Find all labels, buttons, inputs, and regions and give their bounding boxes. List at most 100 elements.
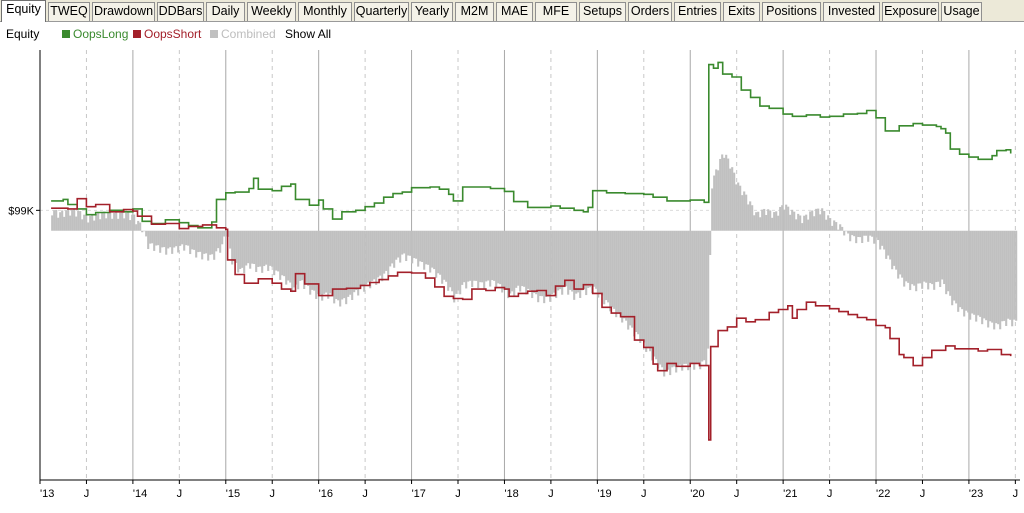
combined-bar	[589, 230, 592, 288]
tab-orders[interactable]: Orders	[628, 2, 672, 21]
combined-bar	[727, 158, 730, 231]
combined-bar	[221, 230, 224, 245]
legend-item-combined[interactable]: Combined	[210, 27, 276, 41]
combined-bar	[67, 208, 70, 231]
combined-bar	[123, 218, 126, 231]
combined-bar	[265, 230, 268, 265]
combined-bar	[229, 230, 232, 249]
combined-bar	[981, 230, 984, 325]
combined-bar	[905, 230, 908, 282]
combined-bar	[225, 230, 228, 237]
combined-bar	[761, 209, 764, 231]
tab-equity[interactable]: Equity	[1, 0, 46, 22]
tab-daily[interactable]: Daily	[206, 2, 245, 21]
tab-usage[interactable]: Usage	[941, 2, 982, 21]
combined-bar	[65, 210, 68, 231]
show-all-button[interactable]: Show All	[285, 27, 332, 41]
combined-bar	[795, 219, 798, 231]
combined-bar	[939, 230, 942, 288]
combined-bar	[143, 230, 146, 232]
combined-bar	[173, 230, 176, 248]
combined-bar	[937, 230, 940, 282]
combined-bar	[333, 230, 336, 304]
combined-bar	[283, 230, 286, 277]
tab-setups[interactable]: Setups	[579, 2, 626, 21]
combined-bar	[365, 230, 368, 285]
legend-item-oopslong[interactable]: OopsLong	[62, 27, 128, 41]
combined-bar	[159, 230, 162, 253]
combined-bar	[517, 230, 520, 286]
combined-bar	[307, 230, 310, 286]
combined-bar	[533, 230, 536, 294]
combined-bar	[695, 230, 698, 363]
combined-bar	[459, 230, 462, 295]
combined-bar	[523, 230, 526, 287]
tab-mfe[interactable]: MFE	[535, 2, 577, 21]
combined-bar	[901, 230, 904, 278]
x-tick-label: '18	[504, 488, 518, 500]
tab-exits[interactable]: Exits	[723, 2, 760, 21]
combined-bar	[541, 230, 544, 297]
legend-item-oopsshort[interactable]: OopsShort	[133, 27, 201, 41]
combined-bar	[891, 230, 894, 270]
combined-bar	[385, 230, 388, 271]
tab-weekly[interactable]: Weekly	[247, 2, 296, 21]
combined-bar	[989, 230, 992, 322]
combined-bar	[479, 230, 482, 283]
x-tick-label: '16	[319, 488, 333, 500]
combined-bar	[865, 230, 868, 236]
combined-bar	[839, 224, 842, 231]
combined-bar	[477, 230, 480, 289]
tab-mae[interactable]: MAE	[496, 2, 533, 21]
tab-ddbars[interactable]: DDBars	[157, 2, 204, 21]
combined-bar	[913, 230, 916, 286]
combined-bar	[765, 214, 768, 231]
combined-bar	[61, 210, 64, 231]
tab-positions[interactable]: Positions	[762, 2, 821, 21]
tab-quarterly[interactable]: Quarterly	[354, 2, 409, 21]
combined-bar	[271, 230, 274, 267]
combined-bar	[407, 230, 410, 256]
tab-exposure[interactable]: Exposure	[882, 2, 939, 21]
combined-bar	[711, 188, 714, 231]
combined-bar	[57, 217, 60, 231]
tab-yearly[interactable]: Yearly	[411, 2, 453, 21]
combined-bar	[499, 230, 502, 285]
tab-invested[interactable]: Invested	[823, 2, 880, 21]
combined-bar	[675, 230, 678, 373]
combined-bar	[513, 230, 516, 297]
combined-bar	[253, 230, 256, 264]
tab-entries[interactable]: Entries	[674, 2, 721, 21]
combined-bar	[113, 212, 116, 231]
combined-bar	[645, 230, 648, 352]
combined-bar	[677, 230, 680, 366]
combined-bar	[245, 230, 248, 266]
combined-bar	[461, 230, 464, 285]
combined-bar	[697, 230, 700, 363]
x-tick-label: J	[455, 488, 461, 500]
tab-drawdown[interactable]: Drawdown	[92, 2, 155, 21]
combined-bar	[863, 230, 866, 236]
combined-bar	[443, 230, 446, 280]
combined-bar	[779, 206, 782, 231]
combined-bar	[583, 230, 586, 290]
x-tick-label: '17	[412, 488, 426, 500]
combined-bar	[471, 230, 474, 288]
combined-bar	[505, 230, 508, 290]
combined-bar	[169, 230, 172, 248]
tab-monthly[interactable]: Monthly	[298, 2, 352, 21]
combined-bar	[843, 230, 846, 236]
tab-tweq[interactable]: TWEQ	[48, 2, 90, 21]
combined-bar	[503, 230, 506, 288]
combined-bar	[895, 230, 898, 270]
combined-bar	[635, 230, 638, 333]
combined-bar	[861, 230, 864, 243]
combined-bar	[391, 230, 394, 264]
combined-bar	[69, 215, 72, 231]
combined-bar	[691, 230, 694, 364]
combined-bar	[129, 220, 132, 231]
legend-label: Combined	[221, 27, 276, 41]
tab-m2m[interactable]: M2M	[455, 2, 494, 21]
combined-bar	[965, 230, 968, 311]
combined-bar	[707, 230, 710, 349]
